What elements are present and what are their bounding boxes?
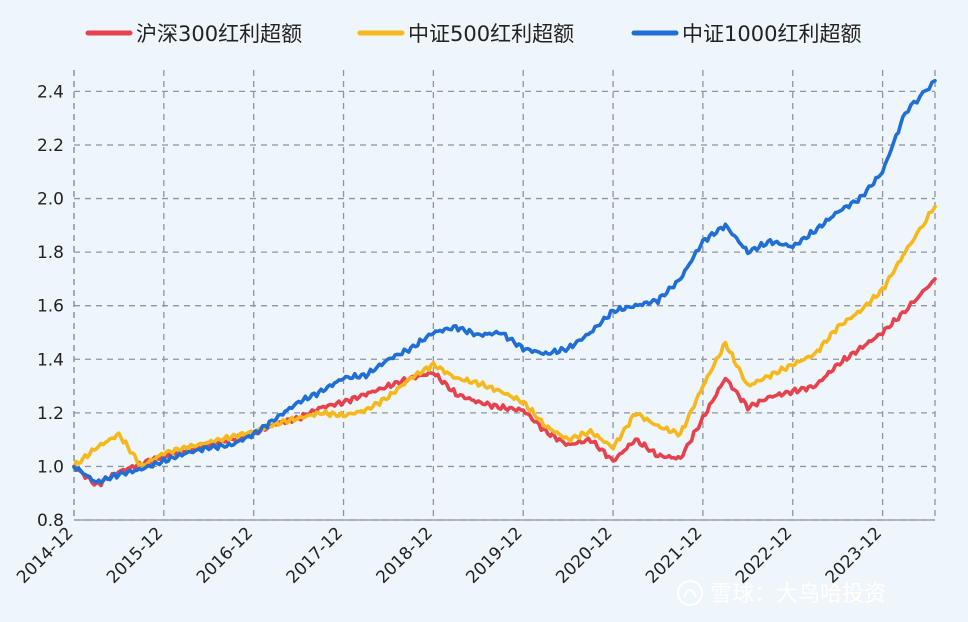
y-tick-label: 2.2 bbox=[37, 136, 64, 156]
plot-area bbox=[72, 78, 937, 488]
watermark: 雪球：大鸟哈投资 bbox=[676, 579, 886, 607]
series-line-1 bbox=[72, 277, 937, 488]
legend-label: 中证1000红利超额 bbox=[682, 22, 861, 46]
x-tick-label: 2016-12 bbox=[193, 523, 257, 587]
x-tick-label: 2015-12 bbox=[103, 523, 167, 587]
y-tick-label: 1.0 bbox=[37, 457, 64, 477]
x-tick-label: 2018-12 bbox=[373, 523, 437, 587]
series-line-2 bbox=[72, 204, 937, 470]
legend-item: 中证1000红利超额 bbox=[631, 22, 861, 46]
x-tick-label: 2014-12 bbox=[13, 523, 77, 587]
legend-item: 沪深300红利超额 bbox=[85, 22, 302, 46]
x-axis: 2014-12 2015-12 2016-12 2017-12 2018-12 2019-… bbox=[13, 523, 886, 587]
y-tick-label: 1.6 bbox=[37, 297, 64, 317]
y-axis: 0.8 1.0 1.2 1.4 1.6 1.8 2.0 2.2 2.4 bbox=[37, 82, 64, 531]
y-tick-label: 2.0 bbox=[37, 190, 64, 210]
series-line-3 bbox=[72, 78, 937, 485]
y-tick-label: 1.8 bbox=[37, 243, 64, 263]
y-tick-label: 0.8 bbox=[37, 511, 64, 531]
legend-label: 沪深300红利超额 bbox=[136, 22, 302, 46]
watermark-text: 雪球：大鸟哈投资 bbox=[710, 582, 886, 607]
x-tick-label: 2021-12 bbox=[642, 523, 706, 587]
y-tick-label: 1.4 bbox=[37, 350, 64, 370]
y-tick-label: 2.4 bbox=[37, 82, 64, 102]
x-tick-label: 2020-12 bbox=[552, 523, 616, 587]
legend-item: 中证500红利超额 bbox=[357, 22, 574, 46]
legend-label: 中证500红利超额 bbox=[408, 22, 574, 46]
chart-grid bbox=[73, 70, 936, 521]
xueqiu-logo-icon bbox=[676, 579, 704, 607]
x-tick-label: 2023-12 bbox=[822, 523, 886, 587]
y-tick-label: 1.2 bbox=[37, 404, 64, 424]
x-tick-label: 2017-12 bbox=[283, 523, 347, 587]
x-tick-label: 2022-12 bbox=[732, 523, 796, 587]
x-tick-label: 2019-12 bbox=[462, 523, 526, 587]
chart-legend: 沪深300红利超额 中证500红利超额 中证1000红利超额 bbox=[85, 22, 861, 46]
